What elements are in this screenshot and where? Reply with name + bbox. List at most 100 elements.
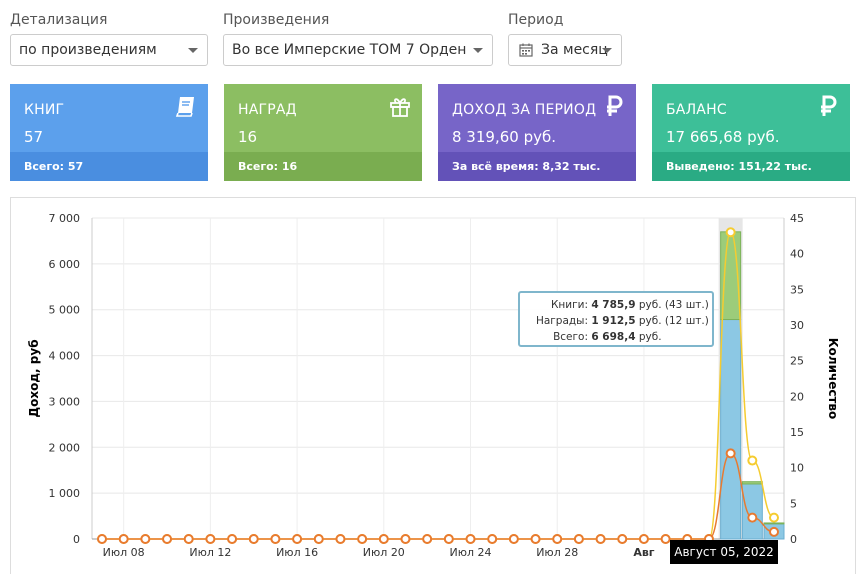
card-footer: За всё время: 8,32 тыс.	[438, 152, 636, 181]
chevron-down-icon	[473, 48, 483, 53]
point-awards-count	[335, 534, 346, 544]
point-awards-count	[660, 534, 671, 544]
detail-select[interactable]: по произведениям	[10, 34, 208, 66]
card-title: НАГРАД	[238, 102, 297, 118]
y2-tick-label: 35	[790, 283, 804, 296]
point-books-count	[725, 227, 736, 238]
card-value: 57	[24, 128, 44, 146]
y2-tick-label: 10	[790, 462, 804, 475]
x-tick-label: Июл 12	[189, 546, 231, 559]
point-awards-count	[769, 526, 779, 537]
point-awards-count	[378, 534, 389, 544]
tooltip-awards-label: Награды:	[535, 315, 588, 327]
y-tick-label: 4 000	[49, 350, 81, 363]
book-icon	[175, 97, 194, 117]
tooltip-awards-row: Награды: 1 912,5 руб. (12 шт.)	[526, 313, 709, 329]
y-tick-label: 2 000	[49, 441, 81, 454]
period-label: Период	[508, 12, 564, 28]
tooltip-total-row: Всего: 6 698,4 руб.	[526, 329, 706, 345]
point-awards-count	[227, 534, 238, 544]
point-awards-count	[617, 534, 628, 544]
point-awards-count	[530, 534, 541, 544]
point-awards-count	[595, 534, 606, 544]
awards-card: НАГРАД 16 Всего: 16	[224, 84, 422, 181]
works-select[interactable]: Во все Имперские ТОМ 7 Орден	[223, 34, 493, 66]
y-tick-label: 7 000	[49, 212, 81, 225]
bar-awards	[741, 481, 763, 485]
point-awards-count	[313, 534, 324, 544]
y2-tick-label: 15	[790, 426, 804, 439]
bar-awards	[763, 522, 785, 525]
line-awards-count	[101, 452, 775, 540]
works-label: Произведения	[223, 12, 330, 28]
point-awards-count	[357, 534, 368, 544]
period-income-card: ДОХОД ЗА ПЕРИОД 8 319,60 руб. За всё вре…	[438, 84, 636, 181]
point-awards-count	[552, 534, 563, 544]
chart-tooltip: Книги: 4 785,9 руб. (43 шт.) Награды: 1 …	[518, 291, 714, 347]
ruble-icon	[821, 95, 837, 116]
period-dropdown-button[interactable]: За месяц	[508, 34, 622, 66]
tooltip-books-row: Книги: 4 785,9 руб. (43 шт.)	[526, 297, 709, 313]
y-tick-label: 3 000	[49, 395, 81, 408]
x-tick-label: Авг	[633, 546, 654, 559]
gift-icon	[390, 98, 410, 117]
x-tick-label: Июл 20	[363, 546, 405, 559]
y-tick-label: 0	[73, 533, 80, 546]
tooltip-books-value: 4 785,9	[591, 299, 636, 311]
y2-tick-label: 0	[790, 533, 797, 546]
y2-tick-label: 40	[790, 248, 804, 261]
point-awards-count	[725, 448, 736, 459]
x-crosshair-label: Август 05, 2022	[670, 540, 778, 564]
y2-tick-label: 5	[790, 497, 797, 510]
point-awards-count	[118, 534, 129, 544]
card-title: ДОХОД ЗА ПЕРИОД	[452, 102, 597, 118]
point-awards-count	[292, 534, 303, 544]
period-value: За месяц	[541, 42, 608, 58]
tooltip-awards-suffix: руб. (12 шт.)	[635, 315, 709, 327]
x-tick-label: Июл 28	[536, 546, 578, 559]
tooltip-awards-value: 1 912,5	[591, 315, 636, 327]
ruble-icon	[607, 95, 623, 116]
income-chart[interactable]: 0 1 000 2 000 3 000 4 000 5 000 6 000 7 000 0 5 10…	[11, 198, 856, 575]
bar-books	[720, 319, 742, 540]
point-awards-count	[573, 534, 584, 544]
detail-select-value: по произведениям	[19, 42, 157, 58]
balance-card: БАЛАНС 17 665,68 руб. Выведено: 151,22 т…	[652, 84, 850, 181]
y2-tick-label: 25	[790, 355, 804, 368]
x-tick-label: Июл 16	[276, 546, 318, 559]
y-tick-label: 6 000	[49, 258, 81, 271]
works-select-value: Во все Имперские ТОМ 7 Орден	[232, 42, 467, 58]
bar-books	[741, 483, 763, 540]
calendar-icon	[519, 43, 533, 57]
card-value: 8 319,60 руб.	[452, 128, 556, 146]
point-awards-count	[747, 512, 758, 523]
tooltip-books-suffix: руб. (43 шт.)	[635, 299, 709, 311]
point-awards-count	[422, 534, 433, 544]
books-card: КНИГ 57 Всего: 57	[10, 84, 208, 181]
point-awards-count	[270, 534, 281, 544]
point-awards-count	[465, 534, 476, 544]
detail-label: Детализация	[10, 12, 108, 28]
y2-tick-label: 30	[790, 319, 804, 332]
y-axis-title: Доход, руб	[27, 339, 41, 417]
point-awards-count	[205, 534, 216, 544]
tooltip-total-value: 6 698,4	[591, 331, 636, 343]
point-awards-count	[140, 534, 151, 544]
chevron-down-icon	[602, 48, 612, 53]
tooltip-total-suffix: руб.	[635, 331, 662, 343]
card-value: 17 665,68 руб.	[666, 128, 780, 146]
chevron-down-icon	[188, 48, 198, 53]
y2-axis-title: Количество	[826, 338, 840, 420]
card-footer: Выведено: 151,22 тыс.	[652, 152, 850, 181]
point-awards-count	[508, 534, 519, 544]
y-tick-label: 1 000	[49, 487, 81, 500]
point-awards-count	[162, 534, 173, 544]
x-tick-label: Июл 24	[450, 546, 492, 559]
y-tick-label: 5 000	[49, 304, 81, 317]
y2-tick-label: 45	[790, 212, 804, 225]
point-awards-count	[183, 534, 194, 544]
x-tick-label: Июл 08	[103, 546, 145, 559]
card-footer: Всего: 16	[224, 152, 422, 181]
point-awards-count	[638, 534, 649, 544]
card-title: БАЛАНС	[666, 102, 727, 118]
